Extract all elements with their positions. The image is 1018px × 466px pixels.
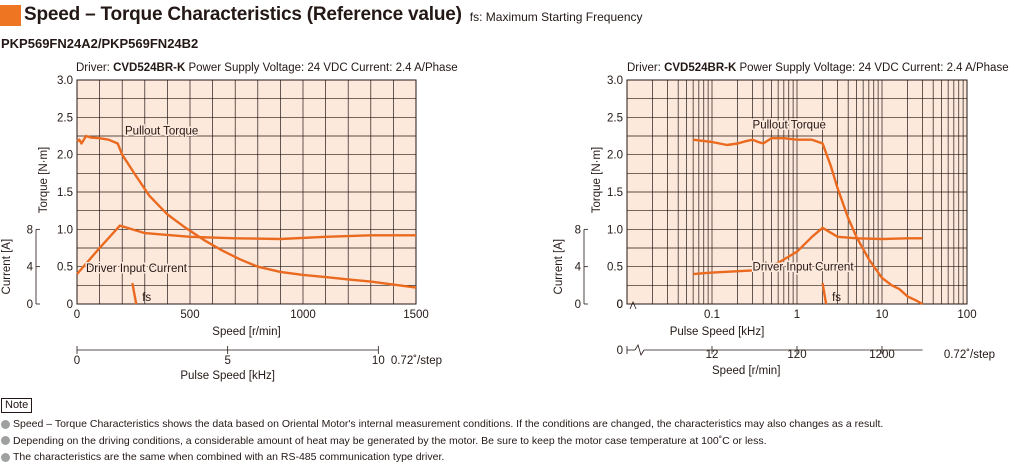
x-tick-label: 500 — [180, 309, 199, 321]
secondary-axis-label: Speed [r/min] — [712, 365, 780, 377]
step-label: 0.72˚/step — [391, 355, 442, 367]
driver-input-current-line — [693, 226, 923, 276]
page-subtitle: fs: Maximum Starting Frequency — [469, 10, 643, 24]
x-tick-label: 1500 — [403, 309, 429, 321]
plot-frame — [76, 79, 417, 305]
y-tick-label: 0.5 — [607, 262, 623, 274]
y-tick-label: 1.0 — [607, 224, 623, 236]
title-marker-icon — [0, 4, 21, 26]
fs-label: fs — [832, 292, 841, 304]
plot-frame — [626, 79, 968, 305]
pullout-torque-line — [76, 134, 417, 289]
y-tick-label: 3.0 — [57, 75, 73, 87]
y-tick-label: 2.5 — [607, 112, 623, 124]
fs-marker — [131, 282, 138, 305]
secondary-tick-label: 120 — [787, 349, 806, 361]
y-tick-label: 1.5 — [607, 187, 623, 199]
chart-condition: Driver: CVD524BR-K Power Supply Voltage:… — [76, 62, 458, 74]
page-title: Speed – Torque Characteristics (Referenc… — [24, 4, 462, 25]
secondary-axis-label: Pulse Speed [kHz] — [180, 370, 275, 382]
notes-list: Speed – Torque Characteristics shows the… — [1, 416, 883, 466]
y-axis-label: Torque [N·m] — [38, 147, 50, 213]
y-axis-label: Torque [N·m] — [591, 147, 603, 213]
current-tick-label: 4 — [27, 262, 34, 274]
x-tick-label: 1 — [794, 309, 800, 321]
y-tick-label: 0.5 — [57, 262, 73, 274]
secondary-tick-label: 1200 — [869, 349, 895, 361]
current-tick-label: 0 — [27, 299, 33, 311]
secondary-tick-label: 0 — [74, 355, 80, 367]
driver-input-current-line — [76, 224, 416, 275]
x-tick-label: 10 — [876, 309, 889, 321]
x-axis-label: Speed [r/min] — [212, 326, 280, 338]
model-name: PKP569FN24A2/PKP569FN24B2 — [1, 36, 199, 51]
axis-break-icon — [634, 344, 645, 356]
x-axis-label: Pulse Speed [kHz] — [670, 326, 765, 338]
note-text: Depending on the driving conditions, a c… — [13, 434, 767, 447]
current-tick-label: 8 — [575, 224, 581, 236]
secondary-tick-label: 10 — [372, 355, 385, 367]
pullout-torque-label: Pullout Torque — [125, 126, 198, 138]
x-tick-label: 0 — [74, 309, 80, 321]
bullet-icon — [1, 419, 10, 429]
note-label: Note — [1, 398, 33, 413]
note-item: Speed – Torque Characteristics shows the… — [1, 416, 883, 433]
secondary-tick-label: 0 — [617, 345, 623, 357]
note-item: The characteristics are the same when co… — [1, 449, 883, 466]
chart-condition: Driver: CVD524BR-K Power Supply Voltage:… — [627, 62, 1009, 74]
y-tick-label: 1.0 — [57, 224, 73, 236]
fs-label: fs — [142, 292, 151, 304]
y-tick-label: 2.0 — [607, 150, 623, 162]
secondary-tick-label: 12 — [706, 349, 719, 361]
charts-canvas: Driver: CVD524BR-K Power Supply Voltage:… — [1, 62, 1009, 382]
bullet-icon — [1, 452, 10, 462]
current-tick-label: 0 — [575, 299, 581, 311]
pullout-torque-label: Pullout Torque — [753, 120, 826, 132]
y-tick-label: 0 — [617, 299, 623, 311]
pullout-torque-line — [692, 136, 924, 306]
axis-break-icon — [629, 300, 637, 310]
note-text: The characteristics are the same when co… — [13, 451, 445, 463]
fs-marker — [821, 282, 828, 305]
x-tick-label: 0.1 — [704, 309, 720, 321]
y-tick-label: 1.5 — [57, 187, 73, 199]
x-tick-label: 100 — [957, 309, 976, 321]
current-axis-label: Current [A] — [1, 239, 13, 295]
y-tick-label: 3.0 — [607, 75, 623, 87]
current-axis-label: Current [A] — [553, 239, 565, 295]
x-tick-label: 0 — [617, 299, 623, 311]
step-label: 0.72˚/step — [944, 349, 995, 361]
secondary-tick-label: 5 — [224, 355, 230, 367]
x-tick-label: 1000 — [290, 309, 316, 321]
y-tick-label: 2.5 — [57, 112, 73, 124]
current-tick-label: 4 — [575, 262, 582, 274]
note-text: Speed – Torque Characteristics shows the… — [13, 418, 884, 430]
driver-input-current-label: Driver Input Current — [86, 263, 188, 275]
y-tick-label: 2.0 — [57, 150, 73, 162]
y-tick-label: 0 — [67, 299, 73, 311]
section-title: Speed – Torque Characteristics (Referenc… — [0, 2, 643, 28]
current-tick-label: 8 — [27, 224, 33, 236]
bullet-icon — [1, 436, 10, 446]
note-item: Depending on the driving conditions, a c… — [1, 433, 883, 450]
driver-input-current-label: Driver Input Current — [753, 261, 855, 273]
